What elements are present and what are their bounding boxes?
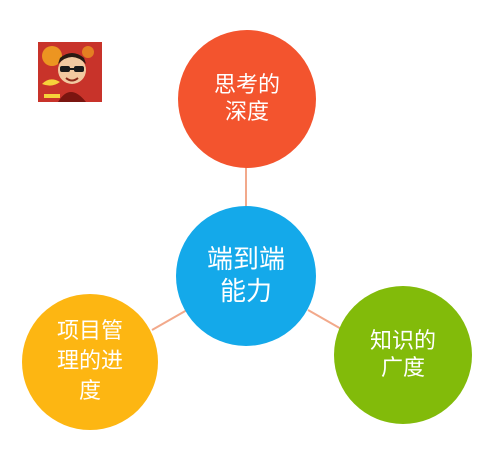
node-thinking-depth: 思考的深度 — [178, 30, 316, 168]
node-knowledge-breadth: 知识的广度 — [334, 286, 472, 424]
node-project-progress-label: 项目管理的进度 — [56, 319, 123, 404]
node-thinking-depth-label: 思考的深度 — [213, 72, 280, 126]
avatar-logo-icon — [38, 42, 102, 102]
node-knowledge-breadth-label: 知识的广度 — [369, 328, 436, 382]
node-end-to-end: 端到端能力 — [176, 206, 316, 346]
connector-left — [151, 309, 188, 331]
node-end-to-end-label: 端到端能力 — [206, 244, 285, 308]
node-project-progress: 项目管理的进度 — [22, 294, 158, 430]
connector-right — [307, 309, 344, 331]
